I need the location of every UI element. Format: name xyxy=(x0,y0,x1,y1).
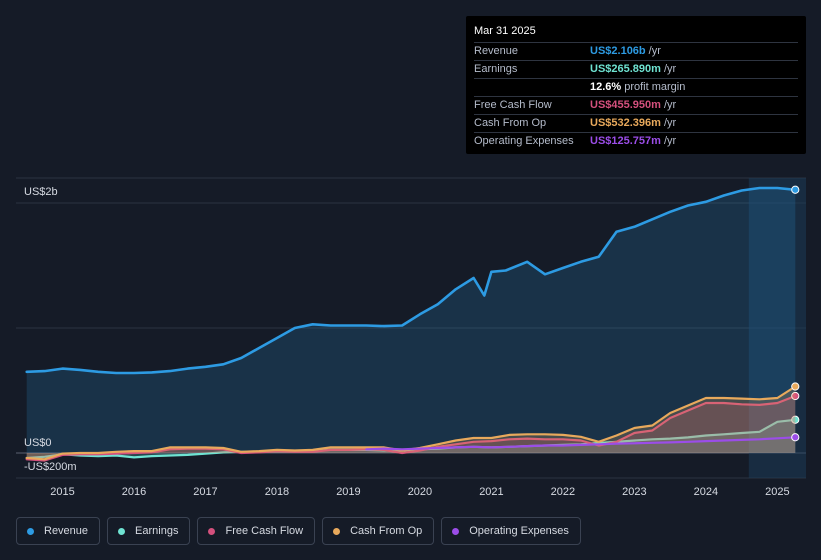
tooltip-row-value: US$455.950m xyxy=(590,99,661,111)
tooltip-row: Cash From Op US$532.396m/yr xyxy=(474,115,798,133)
tooltip-row-value: US$532.396m xyxy=(590,117,661,129)
opex-line xyxy=(365,436,797,451)
tooltip-row-label: Revenue xyxy=(474,45,519,57)
tooltip-row: Free Cash Flow US$455.950m/yr xyxy=(474,97,798,115)
tooltip-row-unit: /yr xyxy=(648,45,661,57)
tooltip-rows: Revenue US$2.106b/yr Earnings US$265.890m/y… xyxy=(474,43,798,150)
opex-end-marker xyxy=(791,433,800,442)
legend-dot-icon xyxy=(118,527,126,535)
chart-legend: Revenue Earnings Free Cash Flow Cash From O… xyxy=(16,517,581,545)
legend-item-revenue[interactable]: Revenue xyxy=(16,517,101,545)
x-tick-2025: 2025 xyxy=(765,486,789,498)
tooltip-row: 12.6% profit margin xyxy=(474,79,798,97)
x-tick-2016: 2016 xyxy=(122,486,146,498)
legend-label: Operating Expenses xyxy=(469,525,569,537)
tooltip-row-label: Cash From Op xyxy=(474,117,547,129)
legend-label: Free Cash Flow xyxy=(225,525,304,537)
earnings-area xyxy=(26,419,796,458)
tooltip-row-value: US$125.757m xyxy=(590,135,661,147)
tooltip-row-unit: /yr xyxy=(663,117,677,129)
fcf-line xyxy=(25,394,797,462)
tooltip-row-unit: profit margin xyxy=(624,81,686,93)
forecast-shade xyxy=(748,178,806,478)
x-tick-2021: 2021 xyxy=(479,486,503,498)
x-tick-2019: 2019 xyxy=(336,486,360,498)
x-tick-2018: 2018 xyxy=(265,486,289,498)
series-layer xyxy=(25,185,800,462)
fcf-end-marker xyxy=(791,391,800,401)
tooltip-row-unit: /yr xyxy=(663,99,677,111)
legend-label: Revenue xyxy=(44,525,89,537)
tooltip-row-value: US$265.890m xyxy=(590,63,661,75)
tooltip-panel: Mar 31 2025 Revenue US$2.106b/yr Earnings U… xyxy=(466,16,806,154)
legend-dot-icon xyxy=(333,527,341,535)
revenue-end-marker xyxy=(791,185,800,194)
legend-item-cash-from-op[interactable]: Cash From Op xyxy=(322,517,435,545)
legend-item-operating-expenses[interactable]: Operating Expenses xyxy=(441,517,581,545)
legend-dot-icon xyxy=(208,527,216,535)
x-tick-2024: 2024 xyxy=(694,486,718,498)
tooltip-row-label: Operating Expenses xyxy=(474,135,574,147)
tooltip-row-unit: /yr xyxy=(663,135,677,147)
y-axis-label-2: -US$200m xyxy=(24,461,77,473)
x-tick-2020: 2020 xyxy=(408,486,432,498)
y-axis-label-0: US$2b xyxy=(24,186,58,198)
tooltip-row-label: Earnings xyxy=(474,63,518,75)
cfo-end-marker xyxy=(791,382,800,391)
tooltip-row-label: Free Cash Flow xyxy=(474,99,552,111)
tooltip-row: Earnings US$265.890m/yr xyxy=(474,61,798,79)
tooltip-row-value: 12.6% xyxy=(590,81,622,93)
y-axis-label-1: US$0 xyxy=(24,437,52,449)
revenue-line xyxy=(25,186,797,375)
legend-item-earnings[interactable]: Earnings xyxy=(107,517,191,545)
legend-item-free-cash-flow[interactable]: Free Cash Flow xyxy=(197,517,316,545)
tooltip-date: Mar 31 2025 xyxy=(474,22,798,43)
tooltip-row-value: US$2.106b xyxy=(590,45,646,57)
earnings-end-marker xyxy=(791,415,800,424)
tooltip-row: Revenue US$2.106b/yr xyxy=(474,43,798,61)
legend-dot-icon xyxy=(452,527,460,535)
tooltip-row-label xyxy=(474,79,590,96)
tooltip-row: Operating Expenses US$125.757m/yr xyxy=(474,133,798,150)
tooltip-row-unit: /yr xyxy=(663,63,677,75)
y-axis-labels: US$2b US$0 -US$200m xyxy=(24,186,77,473)
legend-label: Earnings xyxy=(135,525,179,537)
legend-dot-icon xyxy=(27,527,34,535)
x-tick-2015: 2015 xyxy=(50,486,74,498)
x-tick-2017: 2017 xyxy=(193,486,217,498)
x-tick-2023: 2023 xyxy=(622,486,646,498)
legend-label: Cash From Op xyxy=(350,525,423,537)
x-tick-2022: 2022 xyxy=(551,486,575,498)
x-axis-ticks: 2015 2016 2017 2018 2019 2020 2021 2022 2023 2024… xyxy=(50,486,789,498)
